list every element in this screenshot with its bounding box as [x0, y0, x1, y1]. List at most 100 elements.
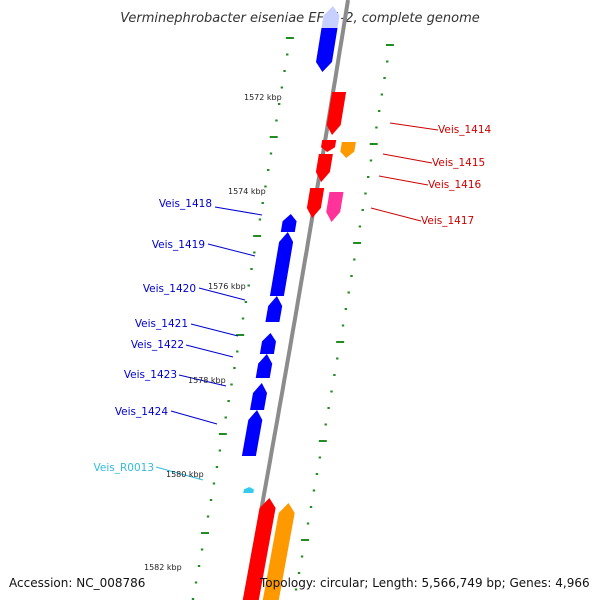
gene-label-veis-1418[interactable]: Veis_1418: [159, 198, 212, 210]
gene-arrow-bottom-orange: [262, 503, 295, 600]
outer-tick: [350, 275, 353, 277]
inner-tick: [253, 235, 262, 237]
leader-line-11: [155, 466, 204, 481]
inner-tick: [253, 251, 256, 254]
outer-tick: [294, 588, 298, 591]
leader-line-9: [178, 374, 227, 387]
outer-tick: [315, 473, 319, 475]
gene-arrow-veis-1416: [315, 154, 333, 182]
outer-tick: [312, 489, 316, 492]
gene-arrow-veis-1417-red: [306, 188, 325, 218]
inner-tick: [194, 581, 198, 584]
gene-label-veis-1415[interactable]: Veis_1415: [432, 157, 485, 169]
gene-label-veis-r0013[interactable]: Veis_R0013: [94, 462, 154, 474]
inner-tick: [247, 284, 250, 287]
kbp-label-1578: 1578 kbp: [188, 376, 226, 385]
inner-tick: [269, 136, 278, 138]
outer-tick: [324, 423, 327, 426]
kbp-label-1576: 1576 kbp: [208, 282, 246, 291]
inner-tick: [191, 598, 195, 600]
leader-line-5: [207, 243, 256, 257]
inner-tick: [236, 350, 239, 353]
outer-tick: [309, 506, 313, 508]
gene-label-veis-1417[interactable]: Veis_1417: [421, 215, 474, 227]
rna-arrow-veis-r0013: [243, 487, 254, 493]
outer-tick: [383, 77, 386, 79]
inner-tick: [218, 433, 227, 435]
inner-tick: [264, 185, 267, 188]
inner-tick: [236, 334, 245, 336]
inner-tick: [209, 499, 213, 501]
gene-arrow-veis-1420: [265, 296, 283, 322]
outer-tick: [358, 225, 362, 228]
outer-tick: [306, 522, 310, 525]
inner-tick: [206, 515, 210, 518]
inner-tick: [269, 152, 273, 155]
label-leader-lines: [155, 122, 439, 481]
outer-tick: [364, 192, 367, 195]
inner-tick: [224, 416, 227, 419]
leader-line-1: [382, 153, 433, 164]
gene-label-veis-1422[interactable]: Veis_1422: [131, 339, 184, 351]
gene-arrow-veis-1414: [326, 92, 347, 135]
inner-tick: [212, 482, 216, 485]
inner-tick: [275, 119, 278, 122]
kbp-label-1574: 1574 kbp: [228, 187, 266, 196]
outer-tick: [297, 572, 301, 574]
gene-label-veis-1421[interactable]: Veis_1421: [135, 318, 188, 330]
outer-tick: [341, 324, 345, 327]
gene-label-veis-1424[interactable]: Veis_1424: [115, 406, 169, 418]
inner-tick: [197, 565, 201, 567]
outer-tick: [375, 126, 378, 129]
gene-arrow-veis-1418: [280, 214, 297, 232]
outer-tick: [301, 539, 310, 541]
gene-arrow-veis-1419: [269, 232, 294, 296]
inner-tick: [233, 367, 236, 369]
leader-line-8: [185, 344, 234, 358]
outer-tick: [377, 110, 381, 112]
gene-features: [241, 6, 356, 600]
gene-label-veis-1414[interactable]: Veis_1414: [438, 124, 492, 136]
inner-tick: [218, 449, 222, 452]
gene-label-veis-1416[interactable]: Veis_1416: [428, 179, 482, 191]
leader-line-4: [214, 206, 263, 216]
accession-text: Accession: NC_008786: [9, 576, 145, 590]
outer-tick: [353, 258, 356, 261]
outer-tick: [300, 555, 304, 558]
gene-arrow-veis-1424: [241, 410, 263, 456]
gene-arrow-top: [316, 28, 338, 72]
leader-line-10: [170, 410, 218, 425]
gene-label-veis-1419[interactable]: Veis_1419: [152, 239, 205, 251]
inner-tick: [250, 268, 253, 270]
inner-tick: [277, 103, 281, 105]
inner-tick: [280, 86, 284, 89]
inner-tick: [227, 400, 230, 402]
inner-tick: [241, 317, 245, 320]
outer-tick: [369, 143, 378, 145]
outer-tick: [318, 440, 327, 442]
inner-tick: [230, 383, 233, 386]
gene-arrow-veis-1421: [259, 333, 276, 354]
outer-tick: [367, 176, 370, 178]
inner-tick: [285, 37, 294, 39]
outer-tick: [344, 308, 348, 310]
kbp-label-1580: 1580 kbp: [166, 470, 204, 479]
tick-marks: [191, 37, 394, 600]
gene-arrow-bottom-red: [242, 498, 276, 600]
outer-tick: [347, 291, 350, 294]
outer-tick: [330, 390, 333, 393]
inner-tick: [258, 218, 262, 221]
outer-tick: [380, 93, 384, 96]
gene-arrow-veis-1415: [340, 142, 356, 158]
inner-tick: [244, 301, 248, 303]
outer-tick: [336, 357, 339, 360]
gene-label-veis-1423[interactable]: Veis_1423: [124, 369, 177, 381]
faded-gene-arrow: [321, 6, 340, 30]
outer-tick: [327, 407, 330, 409]
inner-tick: [267, 169, 270, 171]
map-title: Verminephrobacter eiseniae EF01-2, compl…: [120, 11, 479, 26]
gene-arrow-veis-1422: [255, 354, 273, 378]
topology-text: Topology: circular; Length: 5,566,749 bp…: [259, 576, 590, 590]
gene-label-veis-1420[interactable]: Veis_1420: [143, 283, 196, 295]
leader-line-2: [378, 175, 429, 186]
